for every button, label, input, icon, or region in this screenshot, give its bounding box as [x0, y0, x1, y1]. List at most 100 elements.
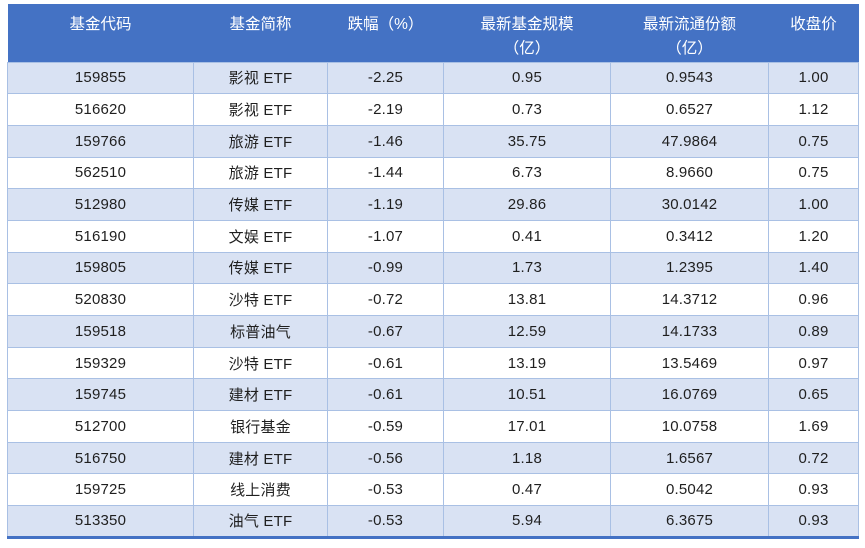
table-row: 159329 沙特 ETF -0.61 13.19 13.5469 0.97 [7, 346, 859, 380]
fund-name-cell: 影视 ETF [193, 61, 328, 95]
table-row: 512700 银行基金 -0.59 17.01 10.0758 1.69 [7, 410, 859, 443]
float-shares-cell: 1.2395 [610, 251, 769, 285]
latest-scale-cell: 13.81 [443, 283, 611, 316]
column-header-closing-price: 收盘价 [768, 4, 859, 62]
fund-name-cell: 油气 ETF [193, 505, 328, 538]
decline-pct-cell: -0.61 [327, 378, 444, 412]
closing-price-cell: 0.93 [768, 505, 859, 538]
decline-pct-cell: -0.67 [327, 315, 444, 348]
fund-table-header: 基金代码 基金简称 跌幅（%） 最新基金规模 （亿） 最新流通份额 （亿） 收盘… [7, 4, 859, 62]
closing-price-cell: 1.20 [768, 219, 859, 253]
closing-price-cell: 1.40 [768, 251, 859, 285]
header-row: 基金代码 基金简称 跌幅（%） 最新基金规模 （亿） 最新流通份额 （亿） 收盘… [7, 4, 859, 62]
fund-table-container: 基金代码 基金简称 跌幅（%） 最新基金规模 （亿） 最新流通份额 （亿） 收盘… [7, 4, 859, 539]
latest-scale-cell: 17.01 [443, 410, 611, 443]
latest-scale-cell: 0.73 [443, 93, 611, 126]
float-shares-cell: 14.1733 [610, 315, 769, 348]
fund-name-cell: 旅游 ETF [193, 124, 328, 158]
decline-pct-cell: -1.46 [327, 124, 444, 158]
latest-scale-cell: 1.73 [443, 251, 611, 285]
float-shares-cell: 47.9864 [610, 124, 769, 158]
fund-name-cell: 线上消费 [193, 473, 328, 507]
latest-scale-cell: 0.47 [443, 473, 611, 507]
fund-code-cell: 516190 [7, 219, 194, 253]
column-header-fund-name: 基金简称 [193, 4, 328, 62]
fund-code-cell: 512700 [7, 410, 194, 443]
fund-code-cell: 513350 [7, 505, 194, 538]
fund-table-body: 159855 影视 ETF -2.25 0.95 0.9543 1.00 516620 影视 … [7, 61, 859, 538]
table-row: 520830 沙特 ETF -0.72 13.81 14.3712 0.96 [7, 283, 859, 316]
table-row: 159518 标普油气 -0.67 12.59 14.1733 0.89 [7, 315, 859, 348]
float-shares-cell: 0.6527 [610, 93, 769, 126]
table-row: 516190 文娱 ETF -1.07 0.41 0.3412 1.20 [7, 219, 859, 253]
float-shares-cell: 10.0758 [610, 410, 769, 443]
table-row: 516750 建材 ETF -0.56 1.18 1.6567 0.72 [7, 441, 859, 475]
fund-code-cell: 516750 [7, 441, 194, 475]
decline-pct-cell: -0.72 [327, 283, 444, 316]
closing-price-cell: 0.72 [768, 441, 859, 475]
fund-name-cell: 传媒 ETF [193, 188, 328, 221]
closing-price-cell: 0.89 [768, 315, 859, 348]
closing-price-cell: 0.93 [768, 473, 859, 507]
fund-code-cell: 159766 [7, 124, 194, 158]
latest-scale-cell: 13.19 [443, 346, 611, 380]
latest-scale-cell: 0.95 [443, 61, 611, 95]
latest-scale-cell: 6.73 [443, 156, 611, 190]
float-shares-cell: 0.3412 [610, 219, 769, 253]
latest-scale-cell: 35.75 [443, 124, 611, 158]
fund-code-cell: 520830 [7, 283, 194, 316]
column-header-fund-code: 基金代码 [7, 4, 194, 62]
table-row: 159855 影视 ETF -2.25 0.95 0.9543 1.00 [7, 61, 859, 95]
fund-code-cell: 159329 [7, 346, 194, 380]
closing-price-cell: 1.00 [768, 61, 859, 95]
column-header-float-shares: 最新流通份额 （亿） [610, 4, 769, 62]
table-row: 159745 建材 ETF -0.61 10.51 16.0769 0.65 [7, 378, 859, 412]
fund-code-cell: 512980 [7, 188, 194, 221]
decline-pct-cell: -0.99 [327, 251, 444, 285]
fund-name-cell: 建材 ETF [193, 378, 328, 412]
fund-code-cell: 159855 [7, 61, 194, 95]
float-shares-cell: 13.5469 [610, 346, 769, 380]
decline-pct-cell: -0.56 [327, 441, 444, 475]
float-shares-cell: 1.6567 [610, 441, 769, 475]
fund-name-cell: 沙特 ETF [193, 283, 328, 316]
decline-pct-cell: -2.19 [327, 93, 444, 126]
closing-price-cell: 0.97 [768, 346, 859, 380]
fund-name-cell: 银行基金 [193, 410, 328, 443]
fund-name-cell: 建材 ETF [193, 441, 328, 475]
decline-pct-cell: -0.53 [327, 473, 444, 507]
latest-scale-cell: 0.41 [443, 219, 611, 253]
decline-pct-cell: -0.59 [327, 410, 444, 443]
table-row: 516620 影视 ETF -2.19 0.73 0.6527 1.12 [7, 93, 859, 126]
fund-code-cell: 516620 [7, 93, 194, 126]
decline-pct-cell: -0.61 [327, 346, 444, 380]
fund-name-cell: 文娱 ETF [193, 219, 328, 253]
float-shares-cell: 0.9543 [610, 61, 769, 95]
decline-pct-cell: -2.25 [327, 61, 444, 95]
table-row: 159766 旅游 ETF -1.46 35.75 47.9864 0.75 [7, 124, 859, 158]
table-row: 512980 传媒 ETF -1.19 29.86 30.0142 1.00 [7, 188, 859, 221]
fund-code-cell: 159805 [7, 251, 194, 285]
latest-scale-cell: 29.86 [443, 188, 611, 221]
fund-name-cell: 影视 ETF [193, 93, 328, 126]
table-row: 159725 线上消费 -0.53 0.47 0.5042 0.93 [7, 473, 859, 507]
closing-price-cell: 1.00 [768, 188, 859, 221]
column-header-decline-pct: 跌幅（%） [327, 4, 444, 62]
closing-price-cell: 1.69 [768, 410, 859, 443]
closing-price-cell: 0.75 [768, 156, 859, 190]
float-shares-cell: 16.0769 [610, 378, 769, 412]
fund-name-cell: 传媒 ETF [193, 251, 328, 285]
fund-table: 基金代码 基金简称 跌幅（%） 最新基金规模 （亿） 最新流通份额 （亿） 收盘… [7, 4, 859, 539]
closing-price-cell: 0.75 [768, 124, 859, 158]
latest-scale-cell: 5.94 [443, 505, 611, 538]
fund-name-cell: 旅游 ETF [193, 156, 328, 190]
fund-name-cell: 沙特 ETF [193, 346, 328, 380]
table-row: 513350 油气 ETF -0.53 5.94 6.3675 0.93 [7, 505, 859, 538]
latest-scale-cell: 1.18 [443, 441, 611, 475]
column-header-latest-scale: 最新基金规模 （亿） [443, 4, 611, 62]
decline-pct-cell: -1.19 [327, 188, 444, 221]
float-shares-cell: 14.3712 [610, 283, 769, 316]
table-row: 562510 旅游 ETF -1.44 6.73 8.9660 0.75 [7, 156, 859, 190]
closing-price-cell: 0.65 [768, 378, 859, 412]
float-shares-cell: 30.0142 [610, 188, 769, 221]
